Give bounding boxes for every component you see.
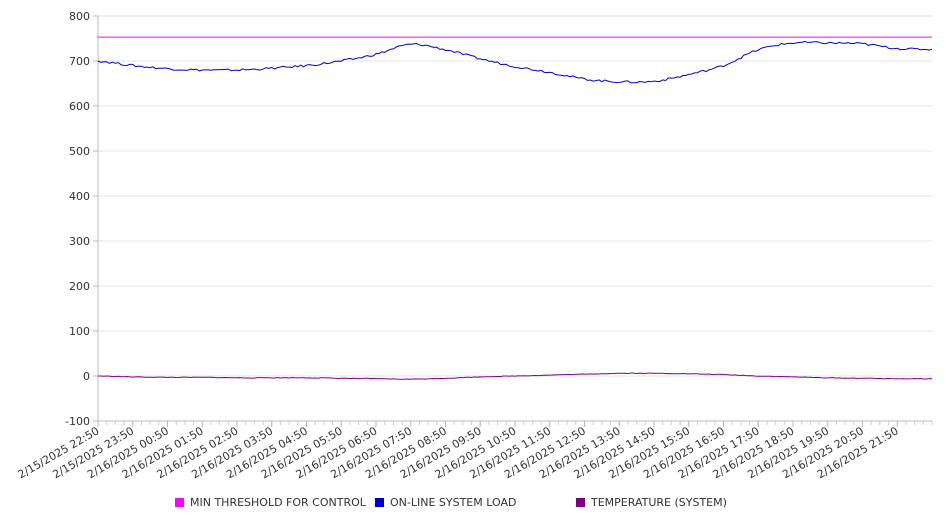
series-line-1 [97, 40, 933, 84]
y-tick-labels: 800 700 600 500 400 300 200 100 0 -100 [65, 10, 90, 428]
legend-label: ON-LINE SYSTEM LOAD [390, 496, 517, 509]
y-tick-label: 200 [69, 280, 90, 293]
grid-lines [98, 15, 932, 422]
y-tick-label: 400 [69, 190, 90, 203]
legend-label: MIN THRESHOLD FOR CONTROL [190, 496, 366, 509]
y-tick-label: 500 [69, 145, 90, 158]
series-lines [97, 36, 933, 380]
legend-label: TEMPERATURE (SYSTEM) [591, 496, 727, 509]
y-tick-label: 800 [69, 10, 90, 23]
y-tick-label: 700 [69, 55, 90, 68]
y-tick-label: 0 [83, 370, 90, 383]
chart-legend: MIN THRESHOLD FOR CONTROL ON-LINE SYSTEM … [0, 496, 946, 516]
y-tick-label: 600 [69, 100, 90, 113]
legend-swatch [576, 498, 585, 507]
legend-swatch [175, 498, 184, 507]
axes [93, 15, 933, 427]
y-tick-label: 100 [69, 325, 90, 338]
series-line-2 [98, 372, 933, 380]
y-tick-label: 300 [69, 235, 90, 248]
legend-item[interactable]: ON-LINE SYSTEM LOAD [375, 496, 516, 509]
x-tick-labels: 2/15/2025 22:502/15/2025 23:502/16/2025 … [16, 424, 901, 481]
y-tick-label: -100 [65, 415, 90, 428]
legend-item[interactable]: TEMPERATURE (SYSTEM) [576, 496, 727, 509]
legend-swatch [375, 498, 384, 507]
legend-item[interactable]: MIN THRESHOLD FOR CONTROL [175, 496, 366, 509]
line-chart: 800 700 600 500 400 300 200 100 0 -100 2/15/2025 … [16, 10, 933, 481]
